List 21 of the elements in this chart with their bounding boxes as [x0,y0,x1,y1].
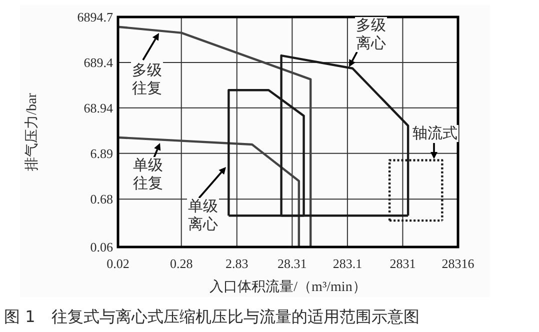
x-tick-label: 28.31 [278,256,307,271]
caption: 图 1 往复式与离心式压缩机压比与流量的适用范围示意图 [4,307,420,326]
y-axis-title: 排气压力/bar [24,92,40,171]
x-tick-label: 0.28 [170,256,193,271]
x-tick-label: 2.83 [226,256,248,271]
annotation: 多级离心 [356,17,386,52]
x-tick-label: 0.02 [106,256,130,271]
y-tick-label: 689.4 [84,54,114,70]
y-tick-label: 0.68 [90,192,113,207]
annotation: 单级往复 [133,157,163,192]
x-tick-label: 283.1 [332,256,362,271]
annotation: 单级离心 [188,198,218,233]
y-tick-label: 0.06 [90,240,114,254]
y-tick-label: 68.94 [84,100,114,116]
x-tick-label: 2831 [390,256,416,271]
annotation: 轴流式 [412,125,458,142]
annotation: 多级往复 [132,62,162,97]
x-tick-label: 28316 [442,256,475,271]
y-tick-label: 6.89 [90,146,113,161]
x-axis-title: 入口体积流量/（m³/min） [210,279,366,295]
y-tick-label: 6894.7 [77,10,114,24]
